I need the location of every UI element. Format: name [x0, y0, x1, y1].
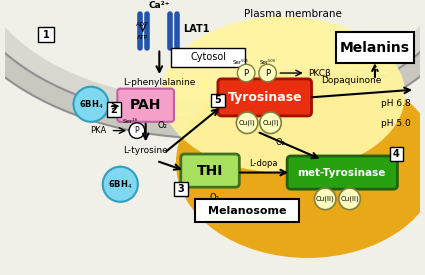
- Text: Melanins: Melanins: [340, 41, 410, 55]
- Text: Cu(I): Cu(I): [262, 120, 279, 126]
- Circle shape: [260, 112, 281, 134]
- Text: pH 5.0: pH 5.0: [381, 119, 411, 128]
- Circle shape: [238, 64, 255, 82]
- Text: Ca²⁺: Ca²⁺: [149, 1, 170, 10]
- Text: Plasma membrane: Plasma membrane: [244, 10, 342, 20]
- Text: O₂: O₂: [275, 138, 285, 147]
- FancyBboxPatch shape: [336, 32, 414, 63]
- Text: THI: THI: [197, 164, 223, 178]
- Text: P: P: [265, 68, 270, 78]
- Text: Ser¹⁶: Ser¹⁶: [122, 119, 138, 124]
- FancyBboxPatch shape: [171, 48, 245, 67]
- FancyBboxPatch shape: [390, 147, 403, 161]
- Circle shape: [259, 64, 276, 82]
- FancyBboxPatch shape: [211, 94, 225, 107]
- Circle shape: [129, 123, 144, 138]
- Text: 3: 3: [177, 184, 184, 194]
- Text: L-tyrosine: L-tyrosine: [123, 146, 168, 155]
- Text: 4: 4: [393, 149, 400, 159]
- Circle shape: [339, 188, 360, 210]
- FancyBboxPatch shape: [117, 89, 174, 122]
- Text: Dopaquinone: Dopaquinone: [321, 76, 382, 85]
- Text: L-dopa: L-dopa: [249, 159, 278, 168]
- Text: P: P: [244, 68, 249, 78]
- Text: pH 6.8: pH 6.8: [381, 99, 411, 108]
- Text: PKCβ: PKCβ: [308, 68, 330, 78]
- FancyBboxPatch shape: [196, 199, 299, 222]
- Text: 6BH$_4$: 6BH$_4$: [108, 178, 133, 191]
- Ellipse shape: [0, 0, 425, 100]
- Text: ATP: ATP: [137, 35, 148, 40]
- Text: Melanosome: Melanosome: [208, 206, 286, 216]
- Circle shape: [103, 167, 138, 202]
- Ellipse shape: [161, 16, 405, 172]
- Text: 1: 1: [43, 30, 50, 40]
- FancyBboxPatch shape: [181, 154, 239, 187]
- Ellipse shape: [0, 0, 425, 138]
- Text: Cu(I): Cu(I): [239, 120, 255, 126]
- FancyBboxPatch shape: [174, 182, 187, 196]
- Text: PAH: PAH: [130, 98, 162, 112]
- Circle shape: [314, 188, 336, 210]
- Text: Cu(II): Cu(II): [316, 196, 334, 202]
- Text: PKA: PKA: [91, 126, 107, 135]
- Text: Tyrosinase: Tyrosinase: [227, 91, 302, 104]
- Text: O₂: O₂: [209, 193, 219, 202]
- Text: LAT1: LAT1: [183, 24, 209, 34]
- Text: 2: 2: [110, 105, 117, 115]
- Text: Ser⁵⁰⁹: Ser⁵⁰⁹: [260, 60, 275, 65]
- FancyBboxPatch shape: [287, 156, 397, 189]
- Ellipse shape: [176, 68, 425, 258]
- Text: Cu(II): Cu(II): [340, 196, 359, 202]
- Text: met-Tyrosinase: met-Tyrosinase: [298, 167, 386, 178]
- FancyBboxPatch shape: [218, 79, 312, 116]
- Ellipse shape: [0, 0, 425, 119]
- FancyBboxPatch shape: [38, 27, 54, 42]
- Text: 6BH$_4$: 6BH$_4$: [79, 98, 103, 111]
- Text: 5: 5: [215, 95, 221, 105]
- Text: ADP: ADP: [136, 22, 149, 27]
- Text: L-phenylalanine: L-phenylalanine: [123, 78, 196, 87]
- Circle shape: [236, 112, 258, 134]
- Text: P: P: [135, 126, 139, 135]
- Text: Ser⁵⁰⁵: Ser⁵⁰⁵: [232, 60, 248, 65]
- Text: O₂: O₂: [157, 121, 167, 130]
- FancyBboxPatch shape: [107, 102, 121, 117]
- Text: Cytosol: Cytosol: [190, 53, 226, 62]
- Circle shape: [74, 87, 109, 122]
